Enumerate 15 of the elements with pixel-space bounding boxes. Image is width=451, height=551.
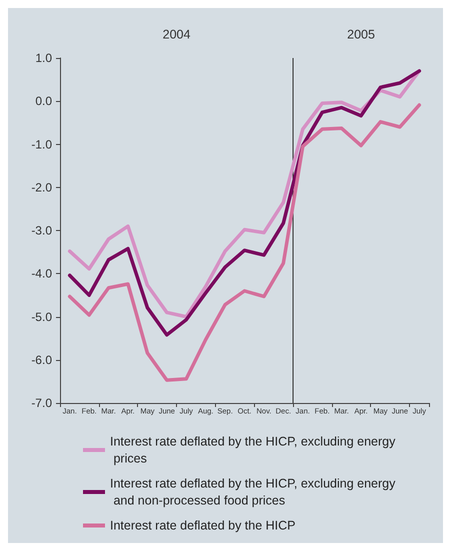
y-tick-label: -5.0 [31,310,52,324]
y-tick-label: -1.0 [31,137,52,152]
y-tick-label: 1.0 [35,51,52,65]
text: 2005 [347,28,375,42]
y-tick-label: -7.0 [31,396,52,410]
y-tick-label: -3.0 [31,224,52,238]
y-tick-label: -6.0 [31,352,52,367]
y-tick-label: -2.0 [31,180,52,194]
line-series [68,103,422,382]
text: 2004 [162,28,190,42]
y-tick-label: -4.0 [31,266,52,281]
legend-label: Interest rate deflated by the HICP [110,518,296,532]
legend-label: Interest rate deflated by the HICP, excluding energy and non-processed food prices [110,476,396,508]
y-tick-label: 0.0 [35,94,52,108]
legend-label: Interest rate deflated by the HICP, excluding energy prices [110,434,396,466]
